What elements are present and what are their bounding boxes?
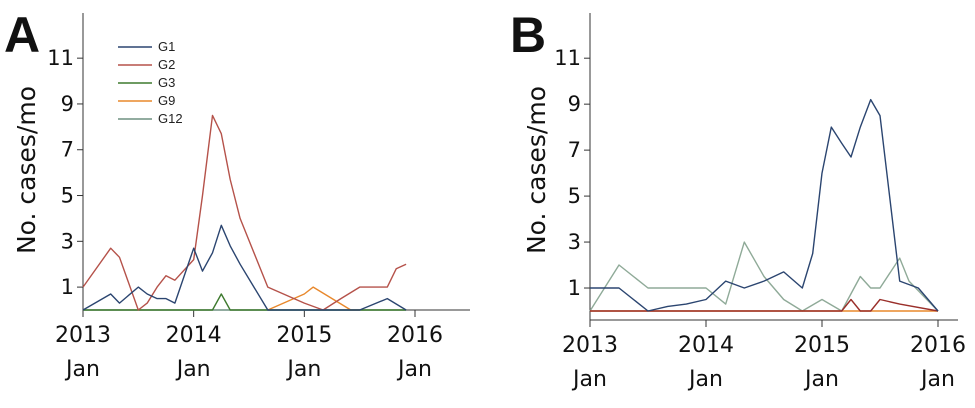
panel-b-x-ticks: 2013 Jan 2014 Jan 2015 Jan 2016 Jan [562,320,966,392]
panel-a-x-tick-month: Jan [396,357,432,382]
panel-b-x-tick-year: 2016 [910,333,966,358]
panel-b-y-ticks: 1 3 5 7 9 11 [554,46,590,300]
legend-entry-g1: G1 [118,39,175,54]
panel-b-series [589,98,939,312]
panel-b-y-tick-label: 5 [568,184,581,208]
panel-a-series-g3 [83,293,407,311]
legend-label-g1: G1 [158,39,175,54]
legend-label-g2: G2 [158,57,175,72]
panel-b-x-tick-month: Jan [687,367,723,392]
legend-label-g9: G9 [158,93,175,108]
panel-a-x-ticks: 2013 Jan 2014 Jan 2015 Jan 2016 Jan [55,310,443,382]
panel-a-x-tick-month: Jan [175,357,211,382]
panel-a-series-g2 [82,114,407,311]
panel-b-y-axis-title: No. cases/mo [522,86,551,254]
legend-entry-g2: G2 [118,57,175,72]
panel-a-series-g1 [82,224,407,311]
panel-a-y-tick-label: 9 [61,92,74,116]
panel-a-x-tick-year: 2013 [55,323,111,348]
legend: G1 G2 G3 G9 G12 [118,39,183,126]
panel-b-x-tick-year: 2013 [562,333,618,358]
panel-a-x-tick-year: 2014 [166,323,222,348]
legend-entry-g12: G12 [118,111,183,126]
panel-b-x-tick-month: Jan [919,367,955,392]
panel-a-series [82,114,407,311]
panel-a-x-tick-year: 2016 [387,323,443,348]
panel-b-x-tick-month: Jan [571,367,607,392]
panel-a-y-tick-label: 7 [61,138,74,162]
panel-b-x-tick-year: 2015 [794,333,850,358]
panel-b-x-tick-year: 2014 [678,333,734,358]
panel-a-y-ticks: 1 3 5 7 9 11 [47,46,83,299]
panel-b-letter: B [510,7,546,63]
panel-a-y-tick-label: 5 [61,184,74,208]
legend-entry-g3: G3 [118,75,175,90]
panel-a-y-axis-title: No. cases/mo [12,86,41,254]
panel-b-y-tick-label: 1 [568,276,581,300]
legend-label-g3: G3 [158,75,175,90]
panel-a-letter: A [4,7,40,63]
legend-label-g12: G12 [158,111,183,126]
panel-b-y-tick-label: 3 [568,230,581,254]
panel-a-y-tick-label: 1 [61,275,74,299]
panel-a-x-tick-month: Jan [285,357,321,382]
panel-b-y-tick-label: 11 [554,46,581,70]
panel-b-x-tick-month: Jan [803,367,839,392]
panel-a-y-tick-label: 11 [47,46,74,70]
panel-b-series-g2 [590,298,939,312]
legend-entry-g9: G9 [118,93,175,108]
panel-b-y-tick-label: 9 [568,92,581,116]
panel-a-x-tick-month: Jan [64,357,100,382]
panel-a-y-tick-label: 3 [61,229,74,253]
panel-b-series-g1 [590,98,939,312]
panel-a-x-tick-year: 2015 [276,323,332,348]
panel-b-y-tick-label: 7 [568,138,581,162]
